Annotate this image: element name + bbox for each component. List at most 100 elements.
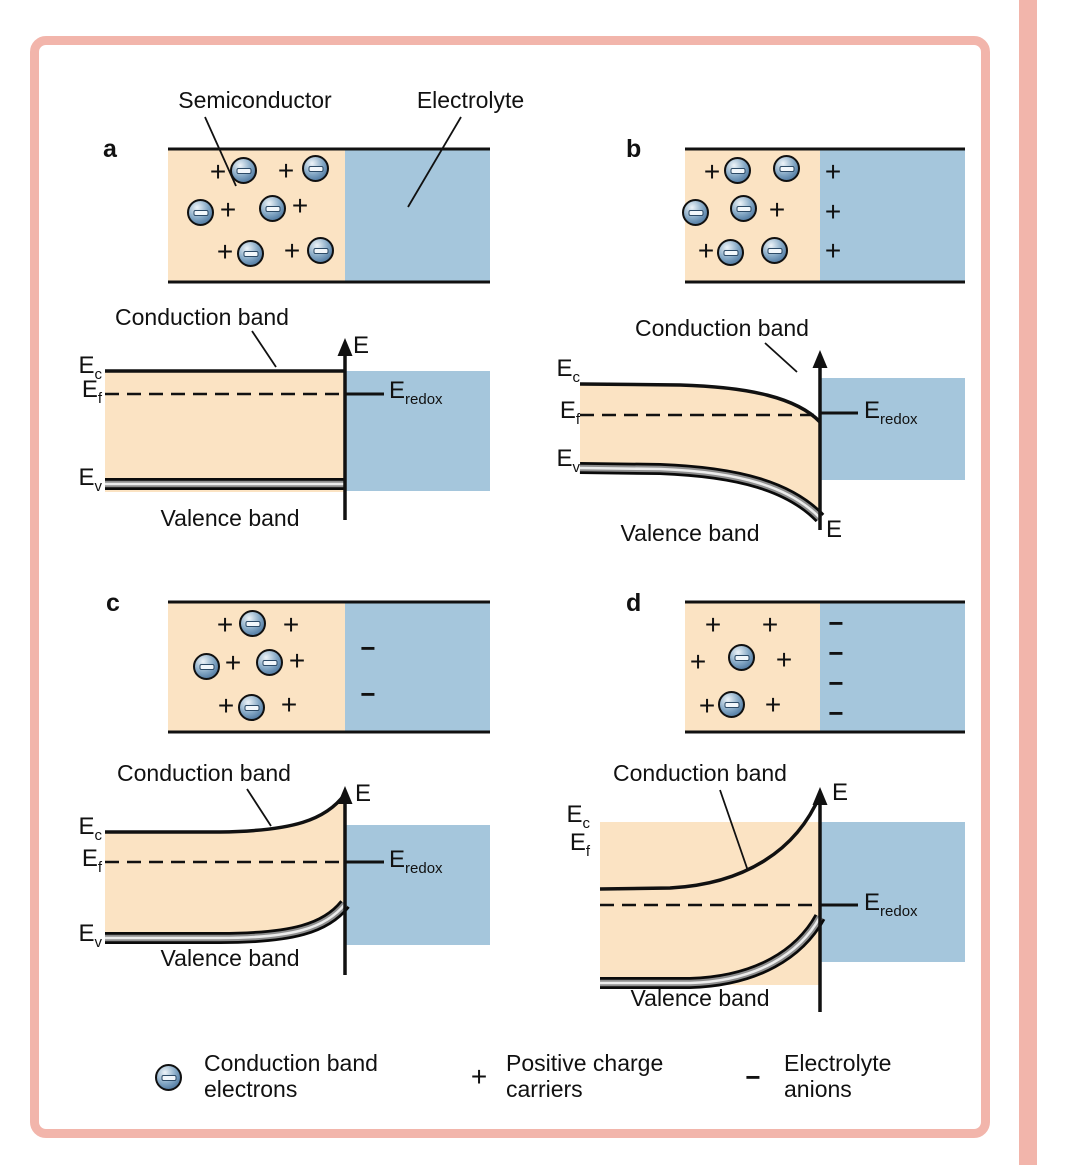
ev-label: Ev <box>556 445 580 476</box>
plus-symbol: + <box>824 196 842 227</box>
legend-label-electrons: Conduction band electrons <box>204 1050 378 1102</box>
semiconductor-label: Semiconductor <box>178 87 332 113</box>
minus-symbol: − <box>828 638 844 668</box>
minus-symbol: − <box>360 679 376 709</box>
plus-symbol: + <box>216 236 234 267</box>
electron-icon <box>239 610 266 637</box>
conduction-band-label: Conduction band <box>117 760 291 786</box>
conduction-pointer-line <box>246 788 272 827</box>
electron-icon <box>230 157 257 184</box>
axis-arrowhead <box>337 338 353 356</box>
electron-icon <box>728 644 755 671</box>
plus-symbol: + <box>698 690 716 721</box>
plus-symbol: + <box>824 235 842 266</box>
electrolyte-region <box>345 149 490 282</box>
plus-symbol: + <box>216 609 234 640</box>
electron-icon <box>718 691 745 718</box>
axis-arrowhead <box>337 786 353 804</box>
electrolyte-region <box>820 602 965 732</box>
plus-symbol: + <box>219 194 237 225</box>
valence-band-label: Valence band <box>160 945 300 971</box>
panel-d-letter: d <box>626 589 642 617</box>
energy-axis-label: E <box>353 332 370 359</box>
electron-icon <box>155 1064 182 1091</box>
figure-frame <box>30 36 990 1138</box>
ec-label: Ec <box>78 352 102 383</box>
conduction-band-edge <box>599 794 822 891</box>
ev-label: Ev <box>78 920 102 951</box>
electrolyte-region <box>345 602 490 732</box>
conduction-band-edge <box>579 382 822 424</box>
minus-symbol: − <box>745 1062 761 1092</box>
axis-arrowhead <box>812 350 828 368</box>
electron-icon <box>256 649 283 676</box>
electron-icon <box>730 195 757 222</box>
electron-icon <box>773 155 800 182</box>
plus-symbol: + <box>764 689 782 720</box>
minus-symbol: − <box>360 633 376 663</box>
valence-band-label: Valence band <box>620 520 760 546</box>
conduction-pointer-line <box>251 330 277 368</box>
eredox-label: Eredox <box>389 377 443 408</box>
energy-axis-label: E <box>355 780 372 807</box>
ef-label: Ef <box>559 397 580 428</box>
plus-symbol: + <box>282 609 300 640</box>
conduction-pointer-line <box>764 342 798 373</box>
legend-label-anions: Electrolyte anions <box>784 1050 892 1102</box>
panel-b-band-diagram <box>579 342 965 530</box>
valence-band-label: Valence band <box>630 985 770 1011</box>
ef-label: Ef <box>81 845 102 876</box>
ef-label: Ef <box>569 829 590 860</box>
electron-icon <box>724 157 751 184</box>
ec-label: Ec <box>556 355 580 386</box>
electron-icon <box>307 237 334 264</box>
conduction-band-label: Conduction band <box>613 760 787 786</box>
plus-symbol: + <box>824 156 842 187</box>
ev-label: Ev <box>78 464 102 495</box>
conduction-pointer-line <box>719 789 749 872</box>
ec-label: Ec <box>566 801 590 832</box>
eredox-label: Eredox <box>864 889 918 920</box>
plus-symbol: + <box>761 609 779 640</box>
ec-label: Ec <box>78 813 102 844</box>
electron-icon <box>682 199 709 226</box>
electron-icon <box>238 694 265 721</box>
plus-symbol: + <box>217 690 235 721</box>
panel-c-band-diagram <box>105 786 490 975</box>
plus-symbol: + <box>277 155 295 186</box>
legend-label-positive-carriers: Positive charge carriers <box>506 1050 664 1102</box>
panel-c-letter: c <box>106 589 120 617</box>
panel-a-band-diagram <box>105 330 490 520</box>
eredox-label: Eredox <box>389 846 443 877</box>
panel-b-letter: b <box>626 135 642 163</box>
plus-symbol: + <box>697 235 715 266</box>
plus-symbol: + <box>291 190 309 221</box>
electron-icon <box>717 239 744 266</box>
electron-icon <box>237 240 264 267</box>
conduction-band-label: Conduction band <box>635 315 809 341</box>
electrolyte-pointer-line <box>407 116 462 208</box>
electron-icon <box>193 653 220 680</box>
semiconductor-region <box>685 602 820 732</box>
plus-symbol: + <box>288 645 306 676</box>
panel-d-band-diagram <box>599 787 965 1012</box>
electron-icon <box>302 155 329 182</box>
plus-symbol: + <box>689 646 707 677</box>
energy-axis-label: E <box>832 779 849 806</box>
electrolyte-region <box>820 149 965 282</box>
energy-axis-label: E <box>826 516 843 543</box>
eredox-label: Eredox <box>864 397 918 428</box>
plus-symbol: + <box>775 644 793 675</box>
electron-icon <box>259 195 286 222</box>
minus-symbol: − <box>828 668 844 698</box>
valence-band-label: Valence band <box>160 505 300 531</box>
conduction-band-edge <box>105 792 347 834</box>
plus-symbol: + <box>224 647 242 678</box>
ef-label: Ef <box>81 376 102 407</box>
plus-symbol: + <box>703 156 721 187</box>
plus-symbol: + <box>768 194 786 225</box>
conduction-band-label: Conduction band <box>115 304 289 330</box>
page-edge-strip <box>1019 0 1037 1165</box>
electron-icon <box>187 199 214 226</box>
